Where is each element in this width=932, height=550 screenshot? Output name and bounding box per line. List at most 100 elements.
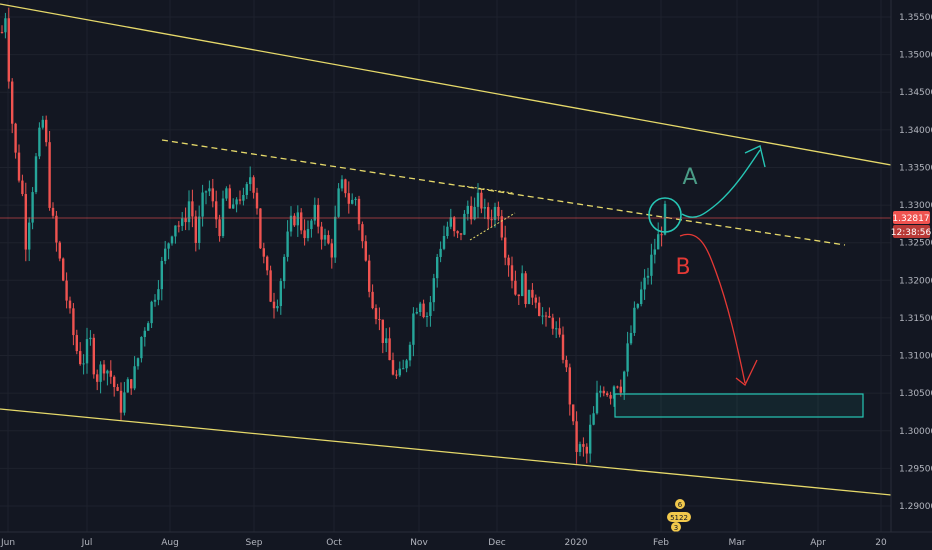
candle-body bbox=[636, 303, 639, 308]
candle-body bbox=[606, 393, 609, 396]
candle-body bbox=[371, 291, 374, 309]
candle-body bbox=[385, 338, 388, 343]
candle-body bbox=[218, 219, 221, 237]
candle-body bbox=[68, 300, 72, 309]
candle-body bbox=[640, 289, 643, 304]
candle-body bbox=[395, 374, 398, 376]
candles bbox=[0, 7, 667, 464]
candle-body bbox=[633, 307, 636, 333]
candle-body bbox=[279, 281, 282, 307]
candle-body bbox=[235, 199, 238, 205]
candle-body bbox=[616, 386, 619, 388]
candle-body bbox=[174, 225, 177, 237]
candle-body bbox=[119, 390, 123, 413]
candle-body bbox=[432, 278, 435, 303]
candle-body bbox=[252, 177, 255, 193]
price-tick-label: 1.30000 bbox=[899, 427, 932, 437]
candle-body bbox=[361, 224, 364, 242]
candle-body bbox=[572, 404, 575, 422]
candle-body bbox=[194, 216, 197, 243]
candle-body bbox=[317, 204, 320, 227]
candle-body bbox=[34, 156, 38, 193]
event-badge-mid bbox=[667, 512, 691, 522]
date-label: Oct bbox=[326, 538, 342, 548]
candle-body bbox=[439, 248, 442, 257]
candle-body bbox=[204, 191, 208, 193]
label-a: A bbox=[682, 165, 697, 190]
candle-body bbox=[657, 234, 660, 250]
candle-body bbox=[534, 297, 537, 303]
candle-body bbox=[160, 260, 163, 290]
channel-lower-line bbox=[0, 408, 892, 496]
price-axis-panel bbox=[891, 0, 932, 550]
candle-body bbox=[177, 225, 180, 227]
date-label: 2020 bbox=[565, 538, 588, 548]
candle-body bbox=[575, 421, 578, 452]
candle-body bbox=[157, 289, 160, 300]
candle-body bbox=[323, 235, 327, 240]
candle-body bbox=[347, 193, 350, 204]
event-badge-top-text: 6 bbox=[678, 501, 683, 509]
candle-body bbox=[548, 315, 551, 318]
candle-body bbox=[425, 316, 429, 318]
candle-body bbox=[442, 236, 446, 249]
price-tick-label: 1.29500 bbox=[899, 464, 932, 474]
price-tick-label: 1.29000 bbox=[899, 502, 932, 512]
candle-body bbox=[41, 119, 44, 128]
candle-body bbox=[48, 142, 51, 208]
candle-body bbox=[89, 337, 92, 340]
candle-body bbox=[337, 188, 340, 217]
candle-body bbox=[619, 386, 622, 393]
candle-body bbox=[181, 218, 184, 226]
price-tick-label: 1.31000 bbox=[899, 352, 932, 362]
date-label: Jul bbox=[81, 538, 93, 548]
candle-body bbox=[476, 192, 480, 207]
candle-body bbox=[514, 280, 517, 295]
candle-body bbox=[643, 277, 646, 290]
candle-body bbox=[582, 444, 585, 447]
candle-body bbox=[398, 368, 401, 376]
candle-body bbox=[595, 392, 599, 414]
candle-body bbox=[167, 243, 170, 249]
candle-body bbox=[555, 328, 558, 330]
current-price-box bbox=[893, 211, 930, 224]
candle-body bbox=[232, 204, 235, 209]
price-tick-label: 1.35000 bbox=[899, 51, 932, 61]
candle-body bbox=[589, 424, 592, 454]
candle-body bbox=[269, 270, 272, 302]
candle-body bbox=[187, 201, 191, 223]
candle-body bbox=[126, 379, 129, 393]
candle-body bbox=[28, 222, 31, 250]
candle-body bbox=[487, 207, 490, 220]
date-label: 20 bbox=[875, 538, 887, 548]
channel-upper-line bbox=[0, 3, 892, 166]
candle-body bbox=[646, 275, 650, 278]
price-tick-label: 1.32500 bbox=[899, 239, 932, 249]
candle-body bbox=[510, 265, 514, 281]
candle-body bbox=[663, 203, 667, 235]
candle-body bbox=[289, 215, 293, 232]
candle-body bbox=[524, 273, 527, 304]
candle-body bbox=[153, 299, 157, 302]
candle-body bbox=[72, 308, 75, 336]
current-price-label: 1.32817 bbox=[892, 214, 929, 224]
candle-body bbox=[541, 315, 544, 317]
candle-body bbox=[334, 216, 337, 258]
candle-body bbox=[344, 179, 347, 194]
candle-body bbox=[466, 205, 469, 214]
candle-body bbox=[242, 194, 245, 201]
candle-body bbox=[585, 446, 588, 454]
candle-body bbox=[419, 303, 422, 313]
candle-body bbox=[201, 192, 204, 217]
highlight-ellipse bbox=[648, 197, 682, 233]
label-b: B bbox=[675, 255, 690, 280]
date-label: Jun bbox=[0, 538, 15, 548]
candle-body bbox=[623, 371, 626, 393]
candle-body bbox=[493, 206, 497, 221]
candle-body bbox=[198, 216, 201, 243]
candle-body bbox=[306, 229, 310, 239]
